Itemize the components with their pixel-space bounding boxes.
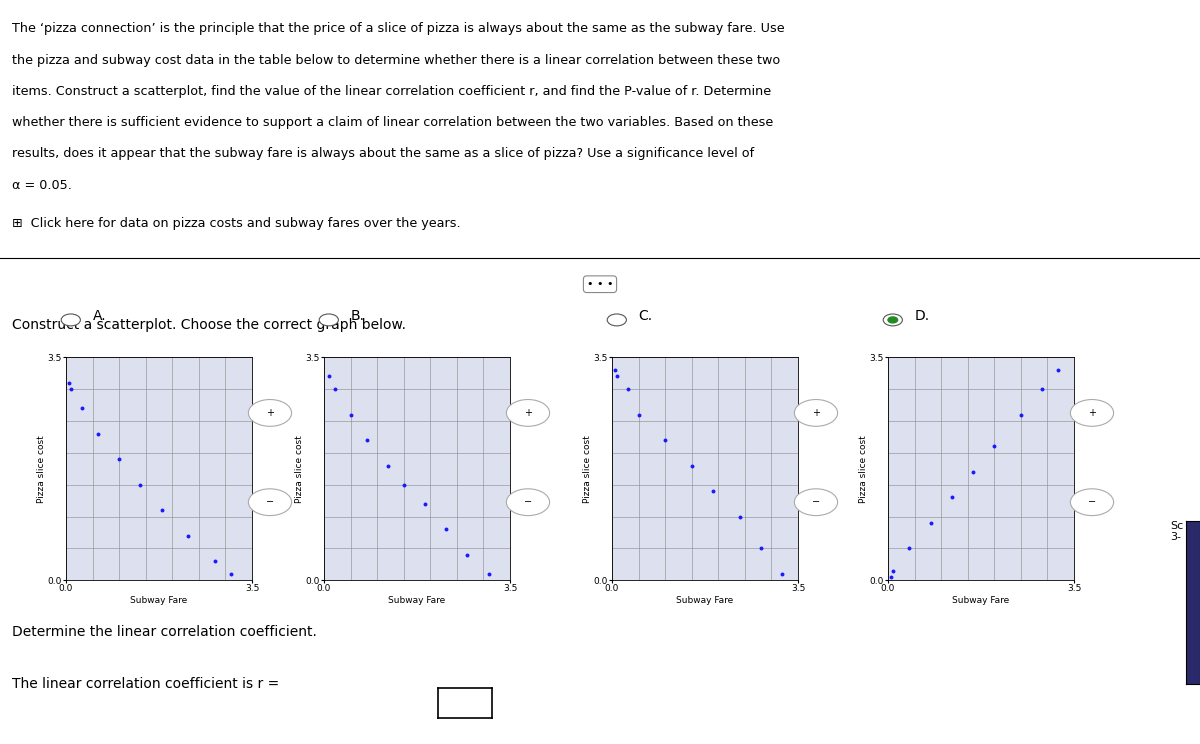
Point xyxy=(629,408,648,420)
Text: C.: C. xyxy=(638,310,653,323)
Text: whether there is sufficient evidence to support a claim of linear correlation be: whether there is sufficient evidence to … xyxy=(12,116,773,129)
Point xyxy=(751,542,770,554)
Text: +: + xyxy=(812,408,820,418)
Text: B.: B. xyxy=(350,310,365,323)
Text: α = 0.05.: α = 0.05. xyxy=(12,179,72,191)
Text: −: − xyxy=(524,497,532,507)
Point xyxy=(205,555,224,567)
X-axis label: Subway Fare: Subway Fare xyxy=(131,596,187,606)
Point xyxy=(179,530,198,542)
Point xyxy=(900,542,919,554)
Point xyxy=(605,364,624,376)
X-axis label: Subway Fare: Subway Fare xyxy=(677,596,733,606)
Point xyxy=(655,434,674,446)
Point xyxy=(920,517,940,529)
Point xyxy=(682,460,701,472)
Text: −: − xyxy=(266,497,274,507)
Point xyxy=(72,403,91,414)
Point xyxy=(1032,383,1051,395)
Text: +: + xyxy=(266,408,274,418)
Y-axis label: Pizza slice cost: Pizza slice cost xyxy=(859,434,868,503)
Text: • • •: • • • xyxy=(587,279,613,289)
Point xyxy=(703,485,722,497)
Point xyxy=(325,383,344,395)
Point xyxy=(61,383,80,395)
Text: Determine the linear correlation coefficient.: Determine the linear correlation coeffic… xyxy=(12,625,317,639)
Point xyxy=(131,478,150,490)
X-axis label: Subway Fare: Subway Fare xyxy=(389,596,445,606)
Text: the pizza and subway cost data in the table below to determine whether there is : the pizza and subway cost data in the ta… xyxy=(12,54,780,66)
Point xyxy=(152,504,172,516)
Point xyxy=(221,568,240,580)
Text: +: + xyxy=(524,408,532,418)
Point xyxy=(109,453,128,465)
Point xyxy=(964,466,983,478)
Text: −: − xyxy=(1088,497,1096,507)
Text: Sc
3-: Sc 3- xyxy=(1170,521,1183,542)
Y-axis label: Pizza slice cost: Pizza slice cost xyxy=(295,434,304,503)
Point xyxy=(341,408,360,420)
Point xyxy=(479,568,498,580)
Text: −: − xyxy=(812,497,820,507)
Point xyxy=(89,428,108,440)
Text: The ‘pizza connection’ is the principle that the price of a slice of pizza is al: The ‘pizza connection’ is the principle … xyxy=(12,22,785,35)
Point xyxy=(883,565,902,577)
Point xyxy=(730,510,749,522)
Text: ✓: ✓ xyxy=(890,317,895,323)
Text: A.: A. xyxy=(92,310,106,323)
Point xyxy=(319,371,338,382)
Point xyxy=(394,478,413,490)
Text: results, does it appear that the subway fare is always about the same as a slice: results, does it appear that the subway … xyxy=(12,147,754,160)
Y-axis label: Pizza slice cost: Pizza slice cost xyxy=(37,434,46,503)
Text: ⊞  Click here for data on pizza costs and subway fares over the years.: ⊞ Click here for data on pizza costs and… xyxy=(12,217,461,230)
Point xyxy=(1012,408,1031,420)
Point xyxy=(773,568,792,580)
Point xyxy=(458,549,478,561)
Text: +: + xyxy=(1088,408,1096,418)
Point xyxy=(607,371,626,382)
Point xyxy=(1049,364,1068,376)
Point xyxy=(378,460,397,472)
Point xyxy=(985,440,1004,452)
Point xyxy=(618,383,637,395)
Y-axis label: Pizza slice cost: Pizza slice cost xyxy=(583,434,592,503)
Point xyxy=(942,492,961,504)
Point xyxy=(437,523,456,535)
Text: D.: D. xyxy=(914,310,930,323)
Point xyxy=(881,571,900,583)
Text: The linear correlation coefficient is r =: The linear correlation coefficient is r … xyxy=(12,677,280,691)
Point xyxy=(356,434,376,446)
Text: items. Construct a scatterplot, find the value of the linear correlation coeffic: items. Construct a scatterplot, find the… xyxy=(12,85,772,97)
Point xyxy=(59,376,78,388)
X-axis label: Subway Fare: Subway Fare xyxy=(953,596,1009,606)
Point xyxy=(415,498,434,510)
Text: Construct a scatterplot. Choose the correct graph below.: Construct a scatterplot. Choose the corr… xyxy=(12,318,406,332)
